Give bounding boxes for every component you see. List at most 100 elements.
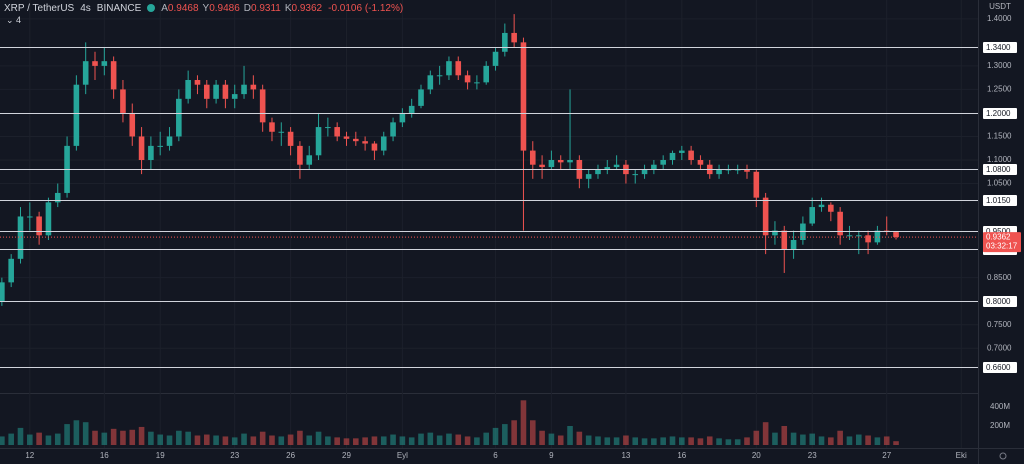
candle-body — [17, 216, 24, 259]
ohlc-key: K — [284, 2, 292, 14]
candle-body — [436, 75, 443, 77]
volume-bar — [762, 422, 769, 445]
volume-bar — [660, 437, 666, 445]
volume-bar — [17, 427, 24, 445]
candle-body — [492, 51, 499, 66]
candle-body — [529, 150, 536, 165]
x-tick-label: 12 — [25, 451, 34, 460]
volume-bar — [185, 431, 191, 445]
volume-bar — [455, 434, 462, 445]
candle-body — [157, 145, 163, 147]
volume-bar — [380, 436, 387, 445]
candle-body — [27, 216, 33, 218]
volume-bar — [427, 432, 434, 445]
volume-bar — [883, 436, 890, 445]
volume-bar — [539, 430, 545, 445]
candle-body — [203, 84, 210, 99]
ohlc-key: D — [243, 2, 252, 14]
volume-bar — [585, 435, 592, 445]
volume-bar — [725, 439, 732, 445]
volume-bar — [269, 435, 275, 445]
volume-bar — [408, 437, 415, 445]
volume-bar — [623, 435, 629, 445]
volume-bar — [194, 435, 201, 445]
volume-bar — [315, 431, 322, 445]
candle-body — [8, 258, 14, 283]
candle-body — [427, 75, 434, 90]
volume-bar — [138, 426, 145, 445]
symbol[interactable]: XRP / TetherUS — [4, 2, 75, 14]
ohlc-item: D0.9311 — [244, 3, 281, 14]
volume-bar — [390, 434, 396, 445]
volume-bar — [734, 439, 741, 445]
exchange[interactable]: BINANCE — [96, 2, 142, 14]
candle-body — [455, 61, 462, 76]
x-tick-label: Eyl — [397, 451, 408, 460]
level-tag — [983, 42, 1017, 53]
volume-bar — [474, 437, 480, 445]
ohlc-value: 0.9468 — [167, 2, 199, 14]
candle-body — [837, 211, 843, 236]
volume-bar — [828, 437, 834, 445]
volume-bar — [874, 437, 881, 445]
interval[interactable]: 4s — [80, 2, 91, 14]
candle-body — [511, 32, 517, 43]
candle-body — [82, 61, 89, 85]
volume-bar — [502, 424, 508, 445]
x-tick-label: 20 — [752, 451, 761, 460]
candle-body — [567, 160, 573, 163]
candle-body — [893, 232, 899, 238]
volume-bar — [110, 428, 117, 445]
candle-body — [632, 174, 639, 176]
indicator-toggle[interactable]: ⌄ 4 — [6, 15, 22, 25]
candle-body — [241, 84, 247, 95]
candle-body — [101, 61, 108, 66]
volume-bar — [287, 434, 294, 445]
candle-body — [315, 127, 322, 156]
volume-bar — [297, 430, 303, 445]
candle-body — [651, 164, 657, 170]
settings-icon[interactable] — [999, 452, 1007, 460]
volume-bar — [679, 437, 685, 445]
volume-bar — [166, 435, 173, 445]
candle-body — [213, 84, 219, 99]
volume-bar — [753, 430, 760, 445]
countdown-label: 03:32:17 — [986, 242, 1018, 251]
volume-bar — [446, 433, 452, 445]
candle-body — [138, 136, 145, 160]
indicator-count: 4 — [16, 15, 22, 25]
candle-body — [148, 145, 154, 160]
level-label: 1.0150 — [986, 196, 1011, 205]
candle-body — [753, 171, 760, 198]
volume-bar — [418, 433, 424, 445]
candle-body — [73, 84, 80, 146]
candle-body — [613, 164, 620, 168]
candle-body — [176, 98, 182, 137]
candle-body — [287, 131, 294, 146]
ohlc-value: 0.9486 — [209, 2, 240, 14]
candle-body — [129, 112, 136, 137]
volume-bar — [334, 437, 340, 445]
level-tag — [983, 195, 1017, 206]
volume-bar — [697, 438, 704, 445]
candle-body — [390, 122, 396, 137]
legend-header: XRP / TetherUS 4s BINANCE A0.9468 Y0.9486… — [4, 1, 403, 15]
level-tag — [983, 362, 1017, 373]
x-tick-label: 9 — [549, 451, 554, 460]
y-tick-label: 0.7000 — [987, 343, 1012, 352]
volume-bar — [818, 436, 825, 445]
ohlc-key: A — [161, 2, 168, 14]
volume-bar — [567, 425, 573, 445]
ohlc-item: Y0.9486 — [203, 3, 240, 14]
volume-bar — [353, 438, 359, 445]
x-tick-label: 16 — [100, 451, 109, 460]
candle-body — [744, 169, 750, 172]
candle-body — [278, 131, 285, 133]
volume-bar — [36, 432, 42, 445]
candle-body — [716, 169, 722, 175]
x-tick-label: 16 — [677, 451, 686, 460]
y-tick-label: 1.2500 — [987, 85, 1012, 94]
volume-bar — [511, 420, 517, 445]
volume-bar — [101, 432, 108, 445]
